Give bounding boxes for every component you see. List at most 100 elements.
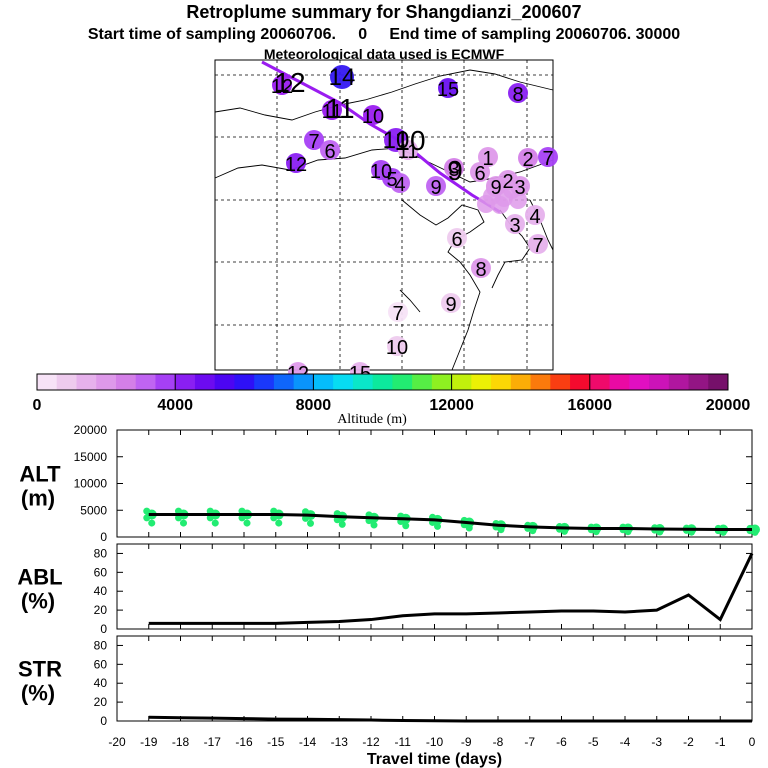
x-tick-label: -14 [299, 735, 317, 749]
plume-dot [387, 336, 407, 356]
y-tick-label: 10000 [74, 477, 108, 491]
colorbar-tick-label: 4000 [157, 397, 193, 414]
altitude-scatter-point [180, 519, 187, 527]
end-time-label: End time of sampling 20060706. 30000 [389, 26, 681, 43]
y-tick-label: 60 [94, 657, 108, 671]
y-tick-label: 0 [100, 622, 107, 636]
plume-day-label: 11 [322, 101, 343, 123]
plume-day-label: 7 [532, 235, 543, 257]
start-time-label: Start time of sampling 20060706. [87, 26, 336, 43]
x-tick-label: -2 [683, 735, 694, 749]
panel-ylabel-unit: (%) [21, 681, 55, 706]
x-tick-label: -7 [524, 735, 535, 749]
plume-dot [447, 228, 467, 248]
series-line [148, 513, 752, 532]
panel-abl: 0 20 40 60 80 ABL(%) [17, 543, 754, 636]
plume-dot [438, 78, 458, 98]
altitude-scatter-point [275, 519, 283, 527]
colorbar-swatch [234, 374, 255, 390]
plume-dot [491, 196, 509, 214]
y-tick-label: 40 [94, 584, 108, 598]
y-tick-label: 0 [100, 714, 107, 728]
sampling-times: Start time of sampling 20060706. 0 End t… [0, 26, 768, 44]
plume-day-label: 10 [362, 106, 384, 128]
altitude-scatter-point [175, 514, 182, 522]
plume-day-label: 9 [445, 294, 456, 316]
altitude-scatter-point [211, 519, 219, 527]
x-tick-label: -13 [331, 735, 349, 749]
x-tick-label: -15 [267, 735, 285, 749]
plume-day-label: 4 [529, 206, 540, 228]
x-tick-label: -12 [362, 735, 380, 749]
colorbar-tick-label: 0 [33, 397, 42, 414]
panel-ylabel: STR [18, 657, 62, 682]
colorbar-swatch [629, 374, 650, 390]
plume-dot [272, 75, 292, 95]
x-tick-label: -6 [556, 735, 567, 749]
plume-dot [477, 195, 495, 213]
altitude-scatter-point [434, 522, 441, 530]
x-tick-label: 0 [749, 735, 756, 749]
colorbar-swatch [155, 374, 176, 390]
colorbar-title: Altitude (m) [337, 412, 407, 427]
altitude-scatter-point [751, 528, 759, 536]
colorbar-swatch [412, 374, 433, 390]
altitude-scatter-point [465, 524, 473, 532]
colorbar-tick-label: 20000 [706, 397, 751, 414]
colorbar-swatch [96, 374, 117, 390]
colorbar-swatch [37, 374, 58, 390]
panel-ylabel: ABL [17, 565, 62, 590]
plume-day-label: 6 [451, 229, 462, 251]
trajectory-day-label: 10 [394, 125, 425, 156]
panel-ylabel-unit: (%) [21, 589, 55, 614]
plume-day-label: 7 [392, 303, 403, 325]
x-tick-label: -1 [715, 735, 726, 749]
plume-dot [441, 293, 461, 313]
plume-day-label: 3 [514, 177, 525, 199]
panel-ylabel-unit: (m) [21, 486, 55, 511]
plume-day-label: 2 [522, 149, 533, 171]
panel-frame [116, 543, 753, 630]
panel-alt: 0 5000 10000 15000 20000 ALT(m) [19, 423, 760, 544]
plume-dot [528, 234, 548, 254]
plume-dot [320, 140, 340, 160]
x-tick-label: -20 [108, 735, 126, 749]
plume-day-label: 8 [475, 259, 486, 281]
plume-day-label: 2 [502, 171, 513, 193]
y-tick-label: 5000 [80, 503, 107, 517]
x-tick-label: -5 [588, 735, 599, 749]
plume-day-label: 7 [542, 148, 553, 170]
plume-dot [444, 158, 464, 178]
plume-dot [286, 153, 306, 173]
trajectory-day-label: 9 [447, 155, 463, 186]
plume-day-label: 3 [448, 159, 459, 181]
y-tick-label: 20000 [74, 423, 108, 437]
x-tick-label: -19 [140, 735, 158, 749]
plume-day-label: 5 [386, 169, 397, 191]
time-series-panels: 05000100001500020000ALT(m)020406080ABL(%… [17, 423, 760, 768]
series-line [148, 715, 752, 723]
colorbar-swatch [56, 374, 77, 390]
colorbar-swatch [688, 374, 709, 390]
altitude-colorbar: 0 4000 8000 12000 16000 20000 Altitude (m) [33, 373, 751, 427]
colorbar-swatch [649, 374, 670, 390]
colorbar-swatch [214, 374, 235, 390]
trajectory-day-label: 12 [274, 67, 305, 98]
panel-frame [116, 635, 753, 722]
plume-dot [322, 100, 342, 120]
colorbar-tick-label: 16000 [568, 397, 613, 414]
met-data-label: Meteorological data used is ECMWF [263, 46, 505, 62]
plume-dot [363, 105, 383, 125]
y-tick-label: 80 [94, 638, 108, 652]
colorbar-swatch [570, 374, 591, 390]
plume-day-label: 10 [386, 337, 408, 359]
altitude-scatter-point [302, 514, 309, 522]
colorbar-swatch [372, 374, 393, 390]
altitude-scatter-point [592, 528, 600, 536]
x-tick-label: -8 [493, 735, 504, 749]
colorbar-swatch [510, 374, 532, 390]
x-tick-label: -9 [461, 735, 472, 749]
colorbar-swatch [76, 374, 97, 390]
